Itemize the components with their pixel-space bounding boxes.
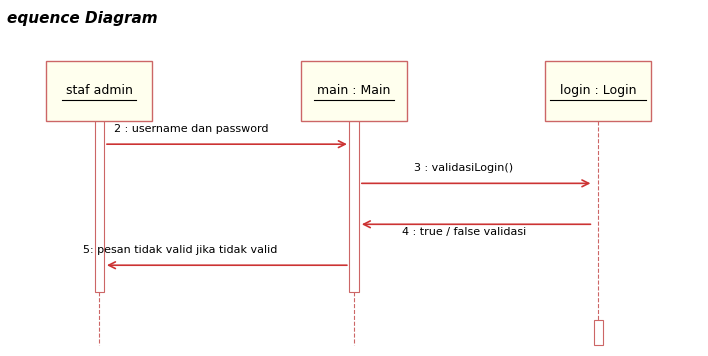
Text: main : Main: main : Main bbox=[317, 84, 391, 97]
Bar bbox=[593, 320, 603, 345]
Bar bbox=[545, 61, 651, 121]
Text: 5: pesan tidak valid jika tidak valid: 5: pesan tidak valid jika tidak valid bbox=[84, 245, 278, 255]
Bar bbox=[301, 61, 407, 121]
Bar bbox=[95, 114, 104, 292]
Text: 2 : username dan password: 2 : username dan password bbox=[114, 124, 268, 134]
Text: login : Login: login : Login bbox=[560, 84, 636, 97]
Text: staf admin: staf admin bbox=[66, 84, 132, 97]
Bar bbox=[349, 114, 358, 292]
Bar bbox=[46, 61, 152, 121]
Text: equence Diagram: equence Diagram bbox=[7, 11, 158, 26]
Text: 4 : true / false validasi: 4 : true / false validasi bbox=[401, 227, 526, 237]
Text: 3 : validasiLogin(): 3 : validasiLogin() bbox=[414, 163, 513, 173]
